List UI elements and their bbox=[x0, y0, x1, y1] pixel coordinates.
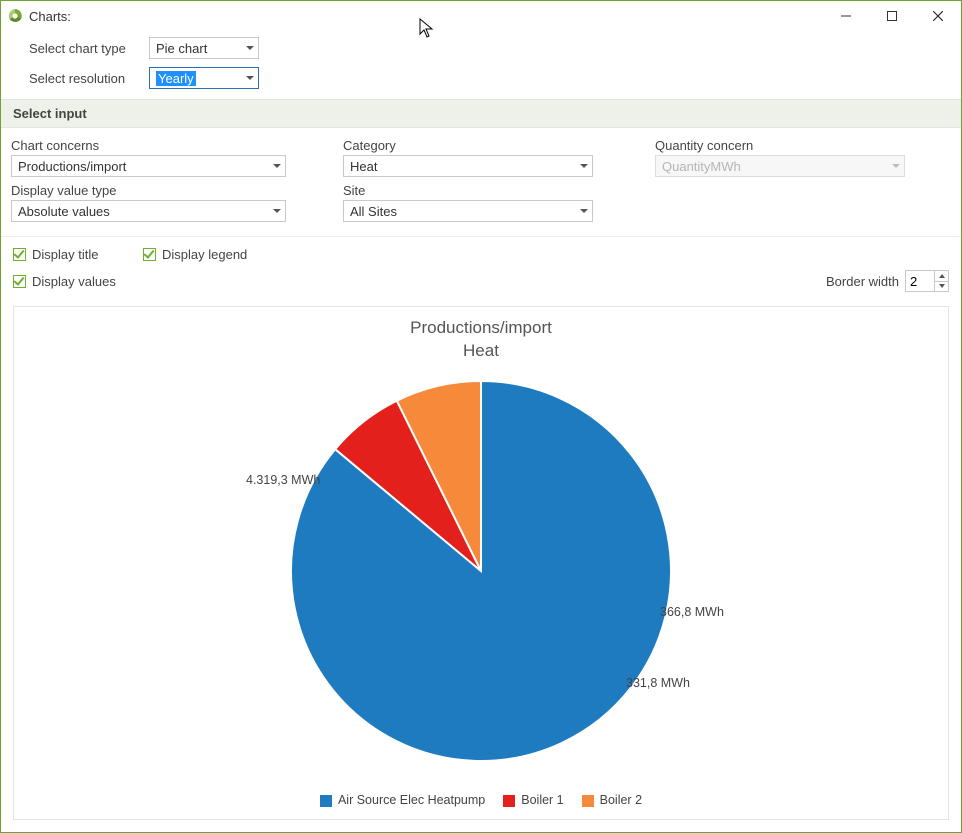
border-width-input[interactable] bbox=[906, 271, 934, 291]
select-input-header: Select input bbox=[1, 99, 961, 128]
resolution-label: Select resolution bbox=[29, 71, 149, 86]
chart-selectors: Select chart type Pie chart Select resol… bbox=[1, 31, 961, 99]
spin-down-button[interactable] bbox=[935, 281, 948, 292]
legend-item: Boiler 1 bbox=[503, 793, 563, 807]
display-values-checkbox[interactable]: Display values bbox=[13, 274, 143, 289]
chevron-down-icon bbox=[273, 164, 281, 168]
legend-swatch bbox=[503, 795, 515, 807]
chart-legend: Air Source Elec Heatpump Boiler 1 Boiler… bbox=[14, 793, 948, 807]
chevron-down-icon bbox=[246, 76, 254, 80]
chart-type-value: Pie chart bbox=[156, 41, 207, 56]
border-width-control: Border width bbox=[826, 270, 949, 292]
close-button[interactable] bbox=[915, 1, 961, 31]
legend-label: Boiler 2 bbox=[600, 793, 642, 807]
options-panel: Display title Display legend Display val… bbox=[1, 236, 961, 298]
chevron-down-icon bbox=[246, 46, 254, 50]
minimize-button[interactable] bbox=[823, 1, 869, 31]
chevron-down-icon bbox=[892, 164, 900, 168]
chevron-down-icon bbox=[939, 284, 945, 288]
chart-type-label: Select chart type bbox=[29, 41, 149, 56]
slice-label: 331,8 MWh bbox=[626, 676, 690, 690]
maximize-button[interactable] bbox=[869, 1, 915, 31]
border-width-spin[interactable] bbox=[905, 270, 949, 292]
window-title: Charts: bbox=[29, 9, 71, 24]
checkbox-icon bbox=[13, 275, 26, 288]
resolution-combo[interactable]: Yearly bbox=[149, 67, 259, 89]
category-label: Category bbox=[343, 138, 643, 153]
app-icon bbox=[7, 8, 23, 24]
category-combo[interactable]: Heat bbox=[343, 155, 593, 177]
chart-area: Productions/import Heat 4.319,3 MWh 331,… bbox=[13, 306, 949, 820]
legend-item: Boiler 2 bbox=[582, 793, 642, 807]
site-value: All Sites bbox=[350, 204, 397, 219]
quantity-concern-label: Quantity concern bbox=[655, 138, 915, 153]
pie-chart bbox=[291, 381, 671, 764]
display-legend-checkbox[interactable]: Display legend bbox=[143, 247, 343, 262]
charts-window: Charts: Select chart type Pie chart Sele… bbox=[0, 0, 962, 833]
chart-concerns-value: Productions/import bbox=[18, 159, 126, 174]
spin-up-button[interactable] bbox=[935, 271, 948, 281]
checkbox-icon bbox=[143, 248, 156, 261]
border-width-label: Border width bbox=[826, 274, 899, 289]
chart-concerns-label: Chart concerns bbox=[11, 138, 331, 153]
quantity-concern-value: QuantityMWh bbox=[662, 159, 741, 174]
chart-title: Productions/import Heat bbox=[14, 317, 948, 363]
chart-title-line1: Productions/import bbox=[14, 317, 948, 340]
title-bar: Charts: bbox=[1, 1, 961, 31]
chevron-down-icon bbox=[580, 164, 588, 168]
chart-title-line2: Heat bbox=[14, 340, 948, 363]
input-grid: Chart concerns Productions/import Catego… bbox=[1, 128, 961, 236]
legend-item: Air Source Elec Heatpump bbox=[320, 793, 485, 807]
legend-label: Boiler 1 bbox=[521, 793, 563, 807]
category-value: Heat bbox=[350, 159, 377, 174]
slice-label: 366,8 MWh bbox=[660, 605, 724, 619]
display-value-type-value: Absolute values bbox=[18, 204, 110, 219]
chevron-down-icon bbox=[273, 209, 281, 213]
chevron-down-icon bbox=[580, 209, 588, 213]
chart-type-combo[interactable]: Pie chart bbox=[149, 37, 259, 59]
site-label: Site bbox=[343, 183, 643, 198]
display-title-label: Display title bbox=[32, 247, 98, 262]
display-value-type-combo[interactable]: Absolute values bbox=[11, 200, 286, 222]
chevron-up-icon bbox=[939, 274, 945, 278]
display-value-type-label: Display value type bbox=[11, 183, 331, 198]
legend-swatch bbox=[320, 795, 332, 807]
display-legend-label: Display legend bbox=[162, 247, 247, 262]
display-title-checkbox[interactable]: Display title bbox=[13, 247, 143, 262]
resolution-value: Yearly bbox=[156, 71, 196, 86]
site-combo[interactable]: All Sites bbox=[343, 200, 593, 222]
legend-label: Air Source Elec Heatpump bbox=[338, 793, 485, 807]
display-values-label: Display values bbox=[32, 274, 116, 289]
checkbox-icon bbox=[13, 248, 26, 261]
chart-concerns-combo[interactable]: Productions/import bbox=[11, 155, 286, 177]
slice-label: 4.319,3 MWh bbox=[246, 473, 320, 487]
quantity-concern-combo: QuantityMWh bbox=[655, 155, 905, 177]
legend-swatch bbox=[582, 795, 594, 807]
